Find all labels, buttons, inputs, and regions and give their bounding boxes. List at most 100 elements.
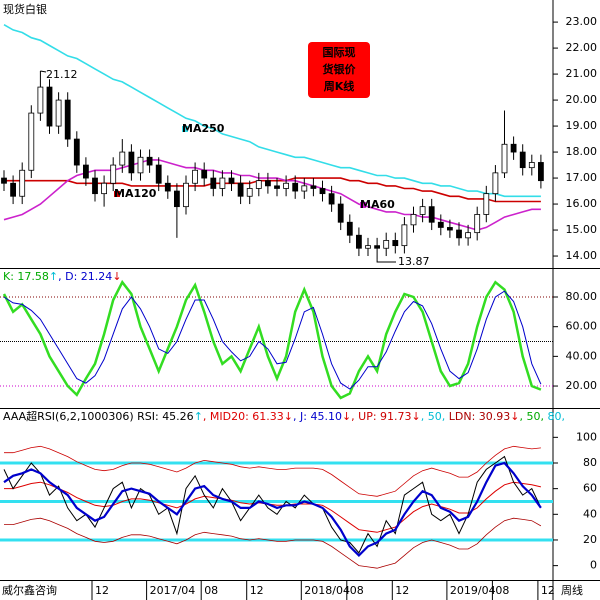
y-tick-label: 16.00 [566,197,598,210]
candle-body [419,206,426,215]
box-text: 国际现 [323,45,356,59]
candle-body [328,193,335,205]
candle-body [173,190,180,208]
indicator-line [2,279,542,400]
header-part: ↑ [194,410,203,423]
x-tick-label: 08 [204,584,218,597]
indicator-line [4,481,542,533]
header-part: LDN: 30.93 [445,410,510,423]
footer-right: 周线 [561,583,583,597]
y-tick-label: 22.00 [566,41,598,54]
box-text: 周K线 [324,79,355,93]
annotation-leader [40,70,47,73]
header-part: 80, [544,410,565,423]
y-tick-label: 80.00 [566,290,598,303]
candle-body [64,99,71,140]
panel-header: K: 17.58↑, D: 21.24↓ [3,270,122,283]
header-part: ↑ [49,270,58,283]
indicator-line [3,461,542,557]
y-tick-label: 40 [583,507,597,520]
candle-body [538,162,544,182]
candle-body [46,86,53,127]
candle-body [383,240,390,249]
legend-swatch [360,202,366,208]
indicator-line [4,517,542,569]
indicator-line [3,455,542,554]
candle-body [255,180,262,189]
indicator-line [4,445,541,497]
x-tick-label: 12 [250,584,264,597]
candle-body [73,138,80,166]
chart-title: 现货白银 [3,2,47,16]
candle-body [28,112,35,171]
candle-body [456,229,462,239]
x-tick-label: 08 [495,584,509,597]
candle-body [183,182,189,208]
legend-label: MA120 [114,187,157,200]
candle-body [310,185,317,189]
candle-body [355,234,362,249]
candle-body [246,188,253,197]
candle-body [128,151,135,174]
header-part: AAA超RSI(6,2,1000306) RSI: 45.26 [3,409,194,423]
moving-average [3,159,541,231]
x-tick-label: 08 [350,584,364,597]
candle-body [192,169,199,184]
candle-body [465,232,472,239]
header-part: ↓ [510,410,519,423]
candle-body [201,169,208,179]
candle-body [283,182,290,189]
candle-body [228,177,235,184]
candle-body [346,221,353,236]
candle-body [1,177,7,184]
header-part: K: 17.58 [3,270,49,283]
y-tick-label: 80 [583,456,597,469]
candle-body [374,245,381,249]
candle-body [101,182,107,195]
y-tick-label: 19.00 [566,119,598,132]
candle-body [37,86,44,114]
candle-body [237,182,244,197]
annotation-leader [376,259,396,263]
indicator-line [3,290,542,390]
candle-body [301,185,308,192]
candle-body [264,180,271,187]
title-box [308,42,370,98]
candle-body [155,164,162,184]
y-tick-label: 20 [583,533,597,546]
header-part: , 50, [520,410,545,423]
header-part: , UP: 91.73 [351,410,411,423]
legend-swatch [114,191,120,197]
moving-average [3,24,541,198]
y-tick-label: 14.00 [566,249,598,262]
x-tick-label: 2017/04 [150,584,196,597]
candle-body [119,151,126,166]
header-part: ↓ [284,410,293,423]
header-part: , 50, [421,410,446,423]
header-part: , MID20: 61.33 [203,410,284,423]
y-tick-label: 17.00 [566,171,598,184]
legend-label: MA250 [182,122,225,135]
y-tick-label: 20.00 [566,93,598,106]
candle-body [10,182,17,197]
candle-body [528,162,535,169]
candle-body [164,182,171,192]
candle-body [274,185,280,189]
candle-body [83,164,89,179]
annotation: 21.12 [46,68,78,81]
x-tick-label: 12 [95,584,109,597]
candle-body [92,177,98,195]
y-tick-label: 20.00 [566,379,598,392]
y-tick-label: 21.00 [566,67,598,80]
candle-body [492,172,499,195]
candle-body [501,143,508,174]
candle-body [474,214,481,234]
annotation: 13.87 [398,255,430,268]
y-tick-label: 18.00 [566,145,598,158]
candle-body [446,227,453,231]
candle-body [437,221,444,228]
legend-label: MA60 [360,198,395,211]
candle-body [401,224,408,247]
candle-body [19,169,26,197]
